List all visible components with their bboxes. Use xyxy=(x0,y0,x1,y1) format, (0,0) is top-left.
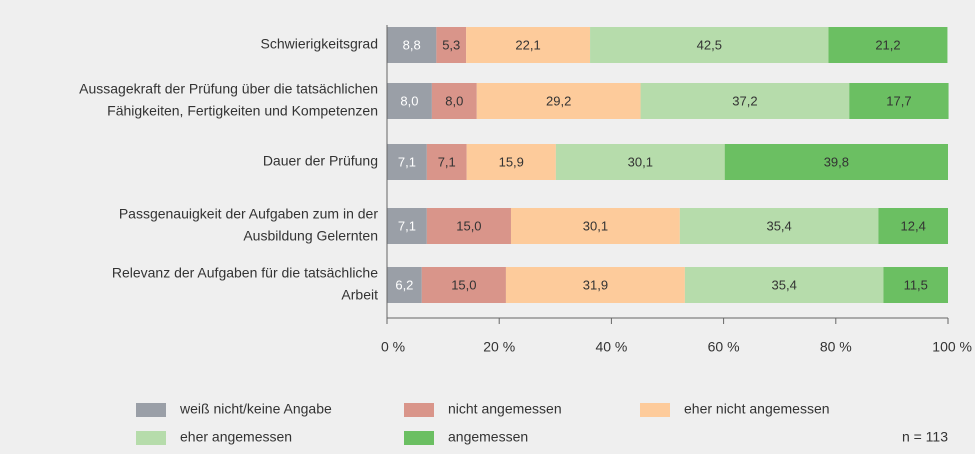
category-label: Fähigkeiten, Fertigkeiten und Kompetenze… xyxy=(107,103,378,119)
data-label: 15,0 xyxy=(456,218,481,233)
x-tick-label: 40 % xyxy=(595,339,627,355)
bar-segment xyxy=(476,83,641,119)
data-label: 30,1 xyxy=(628,154,653,169)
bar-segment xyxy=(387,208,427,244)
legend-swatch xyxy=(136,403,166,417)
category-label: Relevanz der Aufgaben für die tatsächlic… xyxy=(112,265,378,281)
bar-segment xyxy=(679,208,879,244)
bar-segment xyxy=(431,83,477,119)
x-tick-label: 60 % xyxy=(708,339,740,355)
legend-label: angemessen xyxy=(448,429,528,445)
data-label: 17,7 xyxy=(886,93,911,108)
bar-segment xyxy=(684,267,884,303)
bar-segment xyxy=(724,144,948,180)
bar-segment xyxy=(426,144,467,180)
data-label: 29,2 xyxy=(546,93,571,108)
legend-label: nicht angemessen xyxy=(448,401,562,417)
category-label: Dauer der Prüfung xyxy=(263,153,378,169)
bar-segment xyxy=(849,83,949,119)
data-label: 7,1 xyxy=(398,154,416,169)
bar-segment xyxy=(387,83,432,119)
category-label: Schwierigkeitsgrad xyxy=(261,36,379,52)
data-label: 12,4 xyxy=(901,218,926,233)
category-label: Ausbildung Gelernten xyxy=(243,228,378,244)
bar-segment xyxy=(436,27,467,63)
bar-segment xyxy=(510,208,680,244)
bar-segment xyxy=(387,267,422,303)
data-label: 8,0 xyxy=(400,93,418,108)
data-label: 7,1 xyxy=(438,154,456,169)
legend-label: eher nicht angemessen xyxy=(684,401,830,417)
legend-swatch xyxy=(404,403,434,417)
x-tick-label: 20 % xyxy=(483,339,515,355)
bar-segment xyxy=(426,208,511,244)
data-label: 8,8 xyxy=(403,37,421,52)
bar-segment xyxy=(387,144,427,180)
data-label: 15,9 xyxy=(499,154,524,169)
data-label: 8,0 xyxy=(445,93,463,108)
x-tick-label: 100 % xyxy=(932,339,972,355)
legend-swatch xyxy=(136,431,166,445)
x-tick-label: 0 % xyxy=(381,339,405,355)
data-label: 42,5 xyxy=(697,37,722,52)
bar-segment xyxy=(590,27,829,63)
category-label: Aussagekraft der Prüfung über die tatsäc… xyxy=(79,81,378,97)
data-label: 7,1 xyxy=(398,218,416,233)
data-label: 35,4 xyxy=(766,218,791,233)
annotation: n = 113 xyxy=(902,429,948,445)
bar-segment xyxy=(883,267,948,303)
data-label: 22,1 xyxy=(515,37,540,52)
data-label: 5,3 xyxy=(442,37,460,52)
bar-segment xyxy=(421,267,506,303)
bar-segment xyxy=(387,27,437,63)
bar-segment xyxy=(466,144,556,180)
bar-segment xyxy=(466,27,591,63)
data-label: 31,9 xyxy=(583,277,608,292)
legend-label: weiß nicht/keine Angabe xyxy=(179,401,332,417)
bar-segment xyxy=(555,144,725,180)
data-label: 15,0 xyxy=(451,277,476,292)
bar-segment xyxy=(828,27,948,63)
legend-swatch xyxy=(404,431,434,445)
data-label: 37,2 xyxy=(732,93,757,108)
legend-label: eher angemessen xyxy=(180,429,292,445)
bar-segment xyxy=(878,208,948,244)
data-label: 35,4 xyxy=(772,277,797,292)
category-label: Arbeit xyxy=(341,287,378,303)
data-label: 21,2 xyxy=(875,37,900,52)
x-tick-label: 80 % xyxy=(820,339,852,355)
bar-segment xyxy=(640,83,850,119)
bar-segment xyxy=(505,267,685,303)
legend-swatch xyxy=(640,403,670,417)
data-label: 6,2 xyxy=(395,277,413,292)
data-label: 39,8 xyxy=(824,154,849,169)
category-label: Passgenauigkeit der Aufgaben zum in der xyxy=(119,206,379,222)
data-label: 30,1 xyxy=(583,218,608,233)
data-label: 11,5 xyxy=(904,277,928,292)
